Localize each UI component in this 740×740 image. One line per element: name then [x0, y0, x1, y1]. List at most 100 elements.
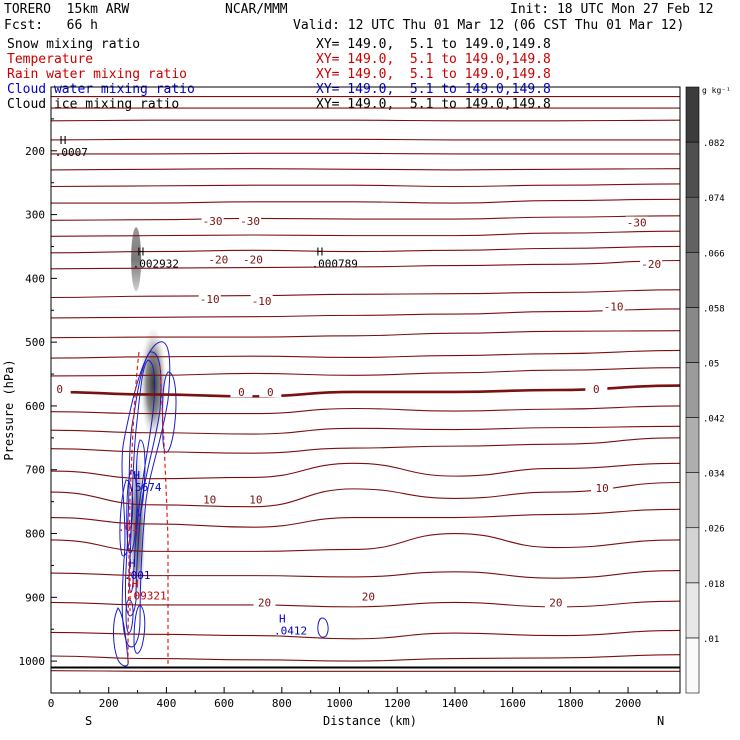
isotherm-line [50, 259, 681, 270]
isotherm-line [50, 289, 681, 299]
colorbar-tick-label: .058 [703, 304, 725, 314]
isotherm-label: -10 [252, 295, 272, 308]
x-tick-label: 1600 [499, 697, 526, 710]
isotherm-label: 10 [595, 482, 608, 495]
isotherm-label: 0 [238, 386, 245, 399]
isotherm-label: -30 [203, 215, 223, 228]
isotherm-line [50, 168, 681, 171]
x-tick-label: 1000 [326, 697, 353, 710]
y-tick-label: 600 [25, 400, 45, 413]
colorbar-segment [685, 472, 700, 529]
colorbar-segment [685, 141, 700, 198]
isotherm-label-bg [585, 383, 608, 394]
colorbar-segment [685, 582, 700, 639]
isotherm-label-bg [48, 383, 71, 394]
y-tick-label: 500 [25, 336, 45, 349]
isotherm-label-bg [625, 216, 648, 228]
isotherm-line [50, 215, 681, 221]
isotherm-line [50, 481, 681, 508]
isotherm-label-bg [230, 386, 253, 398]
colorbar-tick-label: .01 [703, 635, 719, 645]
colorbar-segment [685, 417, 700, 473]
isotherm-line [50, 245, 681, 254]
cloud-water-contour [124, 351, 162, 617]
colorbar-tick-label: .026 [703, 525, 725, 535]
y-tick-label: 800 [25, 528, 45, 541]
cloud-ice-shading [131, 227, 142, 292]
colorbar-tick-label: .066 [703, 249, 725, 259]
isotherm-label-bg [544, 596, 567, 608]
maximum-marker: H [132, 577, 139, 590]
x-tick-label: 600 [214, 697, 234, 710]
colorbar-tick-label: .034 [703, 470, 725, 480]
isotherm-label-bg [201, 215, 224, 227]
isotherm-label: 0 [593, 383, 600, 396]
isotherm-line [50, 405, 681, 415]
x-tick-label: 200 [99, 697, 119, 710]
isotherm-label: 20 [362, 590, 375, 603]
colorbar: .01 .018 .026 .034 .042 .05 .058 .066 .074 .082 g … [685, 86, 731, 694]
isotherm-label: -20 [641, 258, 661, 271]
maximum-value-label: .0007 [55, 146, 88, 159]
maximum-value-label: .5674 [128, 481, 161, 494]
x-tick-label: 1200 [384, 697, 411, 710]
cloud-water-contour [135, 439, 146, 517]
init-time: Init: 18 UTC Mon 27 Feb 12 [510, 2, 714, 17]
isotherm-label-bg [357, 590, 380, 602]
south-label: S [85, 714, 92, 728]
plot-border [50, 86, 681, 694]
isotherm-line [50, 629, 681, 640]
colorbar-tick-label: .082 [703, 139, 725, 149]
isotherm-line [50, 198, 681, 204]
maximum-marker: H [317, 246, 324, 259]
maximum-marker: H [133, 469, 140, 482]
plot-frame [50, 86, 681, 694]
maximum-marker: H [60, 134, 67, 147]
y-tick-label: 300 [25, 209, 45, 222]
y-tick-label: 200 [25, 145, 45, 158]
colorbar-segment [685, 362, 700, 418]
isotherm-line [50, 119, 681, 122]
cloud-water-contour [125, 599, 134, 634]
isotherm-label-bg [239, 215, 262, 227]
isotherm-line [50, 330, 681, 339]
x-tick-label: 1400 [442, 697, 469, 710]
field-xy-rain: XY= 149.0, 5.1 to 149.0,149.8 [316, 67, 551, 82]
maximum-value-label: .09321 [127, 589, 167, 602]
isotherm-label-bg [244, 493, 267, 505]
isotherm-line [50, 654, 681, 662]
cloud-water-contour [317, 617, 329, 638]
isotherm-label-bg [259, 386, 282, 398]
colorbar-segment [685, 637, 700, 694]
org-label: NCAR/MMM [225, 2, 288, 17]
colorbar-tick-label: .05 [703, 359, 719, 369]
isotherm-line [50, 138, 680, 141]
isotherm-line [50, 349, 681, 359]
y-tick-label: 700 [25, 464, 45, 477]
isotherm-label-bg [241, 253, 264, 265]
isotherm-line [50, 508, 681, 528]
x-tick-label: 0 [48, 697, 55, 710]
isotherm-label: 0 [267, 386, 274, 399]
isotherm-label-bg [640, 257, 663, 269]
x-tick-label: 2000 [615, 697, 642, 710]
maximum-marker: H [279, 612, 286, 625]
colorbar-unit: g kg⁻¹ [702, 86, 731, 95]
valid-time: Valid: 12 UTC Thu 01 Mar 12 (06 CST Thu … [293, 18, 685, 33]
forecast-hour: Fcst: 66 h [4, 18, 98, 33]
isotherm-label: -30 [240, 215, 260, 228]
colorbar-tick-label: .042 [703, 415, 725, 425]
isotherm-line [50, 532, 681, 552]
isotherm-label-bg [198, 493, 221, 505]
isotherm-line [50, 367, 681, 377]
model-title: TORERO 15km ARW [4, 2, 130, 17]
field-name-snow: Snow mixing ratio [7, 37, 141, 52]
isotherm-line [50, 437, 681, 454]
maximum-value-label: .002932 [133, 258, 179, 271]
isotherm-label: 0 [56, 383, 63, 396]
field-xy-snow: XY= 149.0, 5.1 to 149.0,149.8 [316, 37, 551, 52]
temperature-isotherms: -30 -30 -30 -20 -20 -20 -10 -10 -10 0 0 0 0 10 10 10 20 2… [48, 96, 681, 672]
isotherm-label: 10 [203, 493, 216, 506]
isotherm-line [50, 230, 681, 237]
